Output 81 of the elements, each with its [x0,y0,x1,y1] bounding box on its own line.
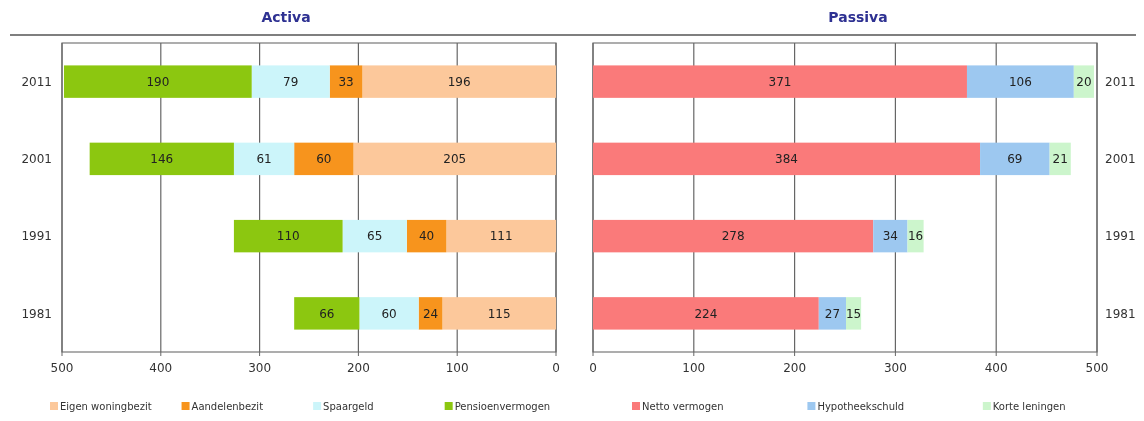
data-label: 33 [338,74,354,89]
data-label: 60 [316,152,332,167]
data-label: 110 [276,229,300,244]
legend-label: Netto vermogen [642,400,724,412]
bar [233,142,295,176]
x-tick-label: 0 [589,361,597,375]
x-tick-label: 200 [783,361,807,375]
data-label: 190 [146,74,170,89]
bar [873,219,908,253]
data-label: 224 [694,306,718,321]
y-tick-label: 1991 [21,229,52,244]
bar [980,142,1050,176]
bar [442,297,556,330]
data-label: 111 [489,229,513,244]
y-tick-label: 2001 [21,152,52,167]
data-label: 40 [418,229,435,244]
y-tick-label: 2011 [1105,74,1136,89]
data-label: 20 [1076,74,1092,89]
y-tick-label: 1981 [1105,306,1136,321]
bar [89,142,234,176]
bar [294,142,354,176]
bar [233,219,343,253]
x-tick-label: 100 [682,361,706,375]
x-tick-label: 0 [552,361,560,375]
chart-title: Activa [261,9,311,25]
data-label: 66 [319,306,335,321]
data-label: 371 [768,74,792,89]
bar [907,219,924,253]
x-tick-label: 400 [984,361,1008,375]
bar [251,65,330,98]
data-label: 115 [487,306,511,321]
data-label: 24 [422,306,439,321]
bar [353,142,556,176]
data-label: 60 [381,306,397,321]
data-label: 15 [845,306,862,321]
chart-title: Passiva [828,9,888,25]
data-label: 61 [256,152,272,167]
bar [593,219,874,253]
legend-label: Aandelenbezit [191,400,264,412]
bar [329,65,363,98]
x-tick-label: 400 [149,361,173,375]
bar [63,65,252,98]
bar [362,65,556,98]
data-label: 79 [283,74,299,89]
y-tick-label: 1981 [21,306,52,321]
y-tick-label: 2001 [1105,152,1136,167]
legend-label: Spaargeld [323,400,374,412]
legend-label: Korte leningen [992,400,1066,412]
bar [294,297,360,330]
data-label: 21 [1052,152,1068,167]
bar [593,65,967,98]
data-label: 16 [907,229,924,244]
x-tick-label: 500 [1085,361,1109,375]
x-tick-label: 500 [50,361,74,375]
data-label: 106 [1008,74,1032,89]
data-label: 27 [824,306,841,321]
bar [593,142,981,176]
data-label: 146 [150,152,174,167]
legend-label: Pensioenvermogen [454,400,551,412]
bar [342,219,407,253]
y-tick-label: 1991 [1105,229,1136,244]
x-tick-label: 300 [883,361,907,375]
y-tick-label: 2011 [21,74,52,89]
data-label: 34 [882,229,898,244]
data-label: 196 [447,74,471,89]
data-label: 384 [775,152,798,167]
data-label: 65 [367,229,383,244]
bar [406,219,447,253]
bar [446,219,556,253]
x-tick-label: 100 [445,361,469,375]
legend-label: Eigen woningbezit [60,400,152,412]
bar [359,297,419,330]
data-label: 205 [443,152,467,167]
data-label: 69 [1007,152,1023,167]
x-tick-label: 300 [248,361,272,375]
bar [818,297,847,330]
legend-label: Hypotheekschuld [817,400,905,412]
data-label: 278 [721,229,745,244]
x-tick-label: 200 [346,361,370,375]
bar [966,65,1074,98]
bar [593,297,819,330]
